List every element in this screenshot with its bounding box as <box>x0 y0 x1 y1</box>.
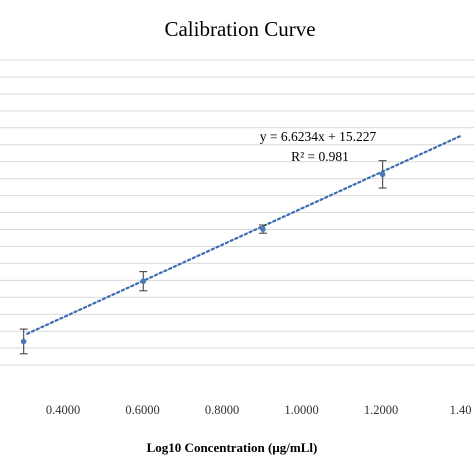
x-tick-label: 1.40 <box>450 403 472 417</box>
x-tick-label: 0.6000 <box>125 403 159 417</box>
data-point <box>260 226 266 232</box>
trendline-equation: y = 6.6234x + 15.227 <box>260 129 377 144</box>
data-point-layer <box>20 171 386 345</box>
trendline-r-squared: R² = 0.981 <box>291 149 349 164</box>
x-tick-label: 1.0000 <box>284 403 318 417</box>
gridlines <box>0 59 474 366</box>
x-tick-label: 1.2000 <box>364 403 398 417</box>
data-point <box>140 278 147 284</box>
trendline-layer <box>26 134 462 335</box>
x-tick-label: 0.4000 <box>46 403 80 417</box>
error-bar-layer <box>19 160 387 355</box>
x-tick-label: 0.8000 <box>205 403 239 417</box>
data-point <box>379 171 386 178</box>
chart-title: Calibration Curve <box>164 17 315 41</box>
x-tick-labels: 0.4000 0.6000 0.8000 1.0000 1.2000 1.40 <box>46 403 472 417</box>
trendline <box>26 134 462 335</box>
x-axis-title: Log10 Concentration (µg/mLl) <box>147 440 318 455</box>
data-point <box>20 338 27 345</box>
